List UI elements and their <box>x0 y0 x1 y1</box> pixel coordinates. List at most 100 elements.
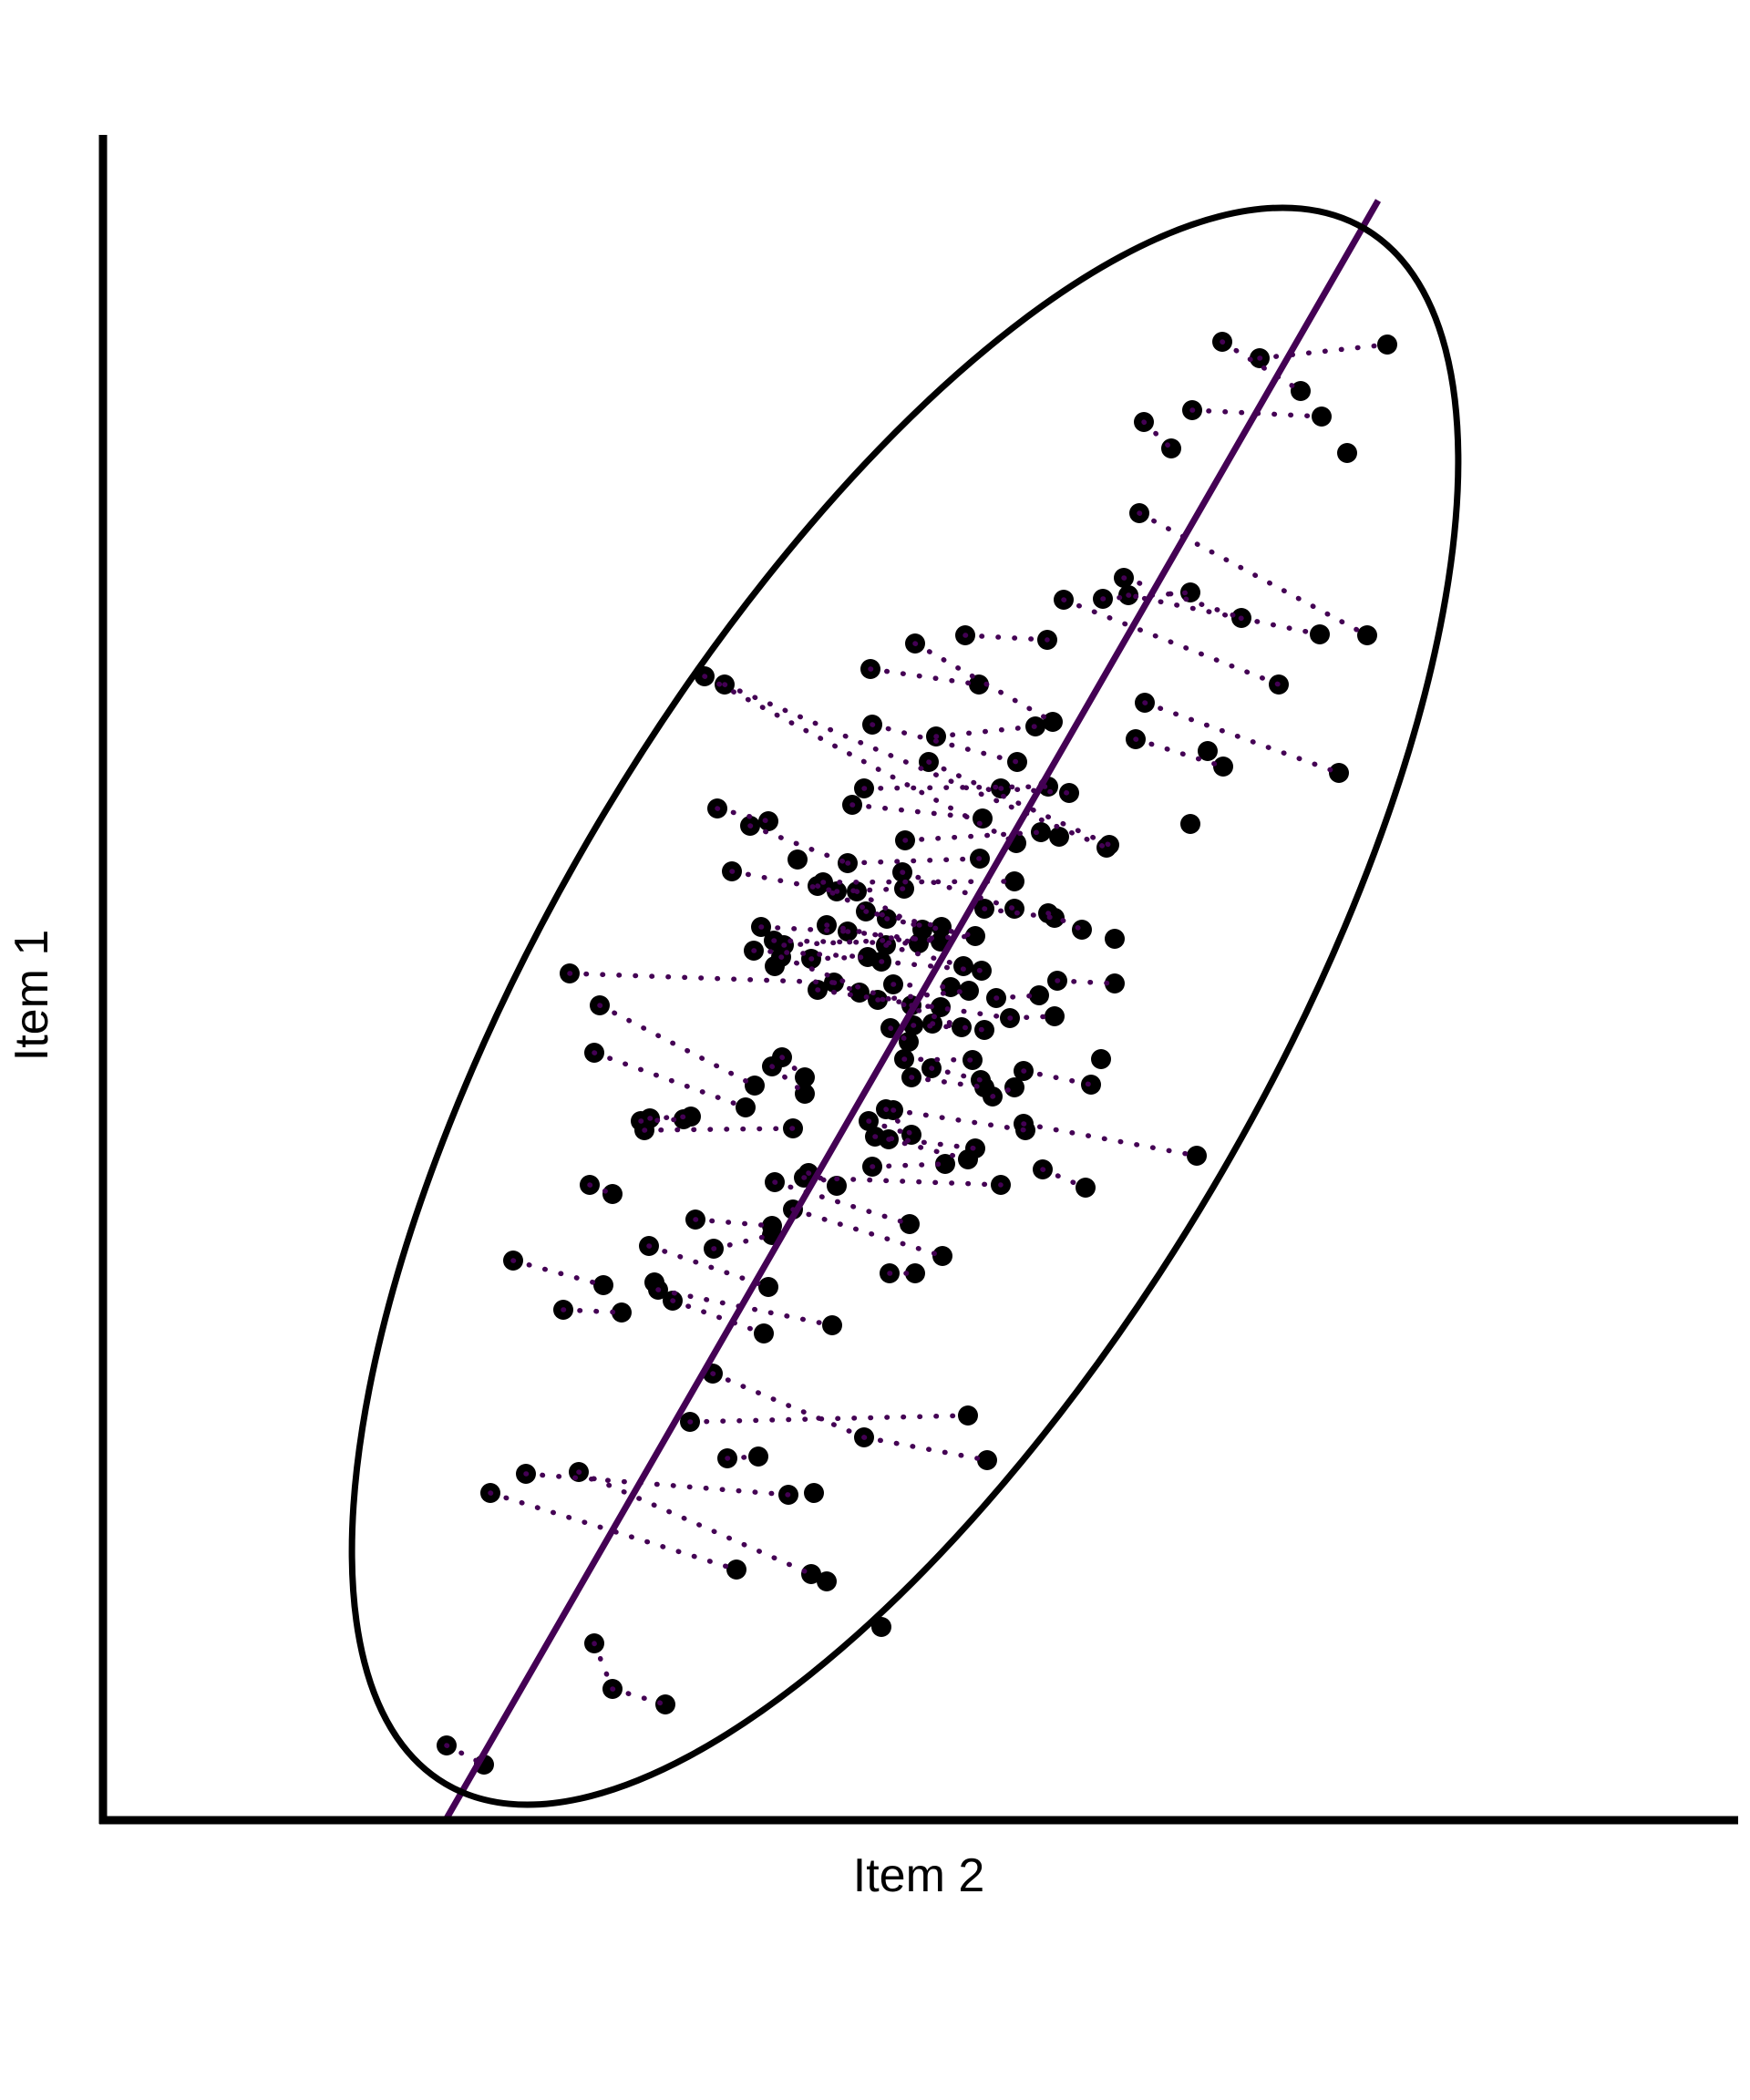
data-point <box>1198 741 1218 761</box>
data-point <box>655 1694 675 1714</box>
pair-connector <box>863 909 944 930</box>
data-point <box>1049 827 1069 847</box>
pair-connector <box>1141 419 1174 451</box>
data-point <box>953 956 973 976</box>
pair-connector <box>561 1307 624 1315</box>
pair-connector <box>845 856 983 866</box>
pair-connector <box>849 802 985 821</box>
pair-connector <box>933 724 1038 739</box>
data-point <box>758 811 778 831</box>
pair-connector <box>781 933 978 948</box>
pair-connector <box>1133 736 1226 769</box>
data-point <box>765 956 785 976</box>
data-point <box>1337 443 1357 463</box>
pair-connector <box>646 1243 771 1290</box>
data-point <box>758 1277 778 1297</box>
data-point <box>822 1315 842 1335</box>
pair-connector <box>747 823 850 866</box>
pair-connector <box>725 1454 761 1461</box>
data-point <box>1291 381 1311 401</box>
data-point <box>871 1617 891 1637</box>
data-point <box>977 1450 997 1470</box>
pair-connector <box>567 971 837 985</box>
data-point <box>935 1154 955 1174</box>
pair-connector <box>875 988 972 1003</box>
pair-connector <box>868 666 982 687</box>
pair-connector <box>900 870 1017 911</box>
data-point <box>1357 625 1377 645</box>
pair-connector <box>1126 592 1323 637</box>
pair-connector <box>845 929 943 944</box>
pair-connector <box>909 1003 943 1010</box>
pair-connector <box>655 1287 835 1328</box>
pair-connector <box>1045 911 1085 932</box>
data-point <box>1187 1146 1207 1166</box>
pair-connector <box>886 1137 971 1162</box>
data-point <box>1004 1077 1024 1097</box>
pair-connector <box>722 682 1109 850</box>
data-point <box>681 1107 701 1127</box>
data-point <box>1329 763 1349 783</box>
pair-connector <box>647 1114 694 1121</box>
pair-connectors-layer <box>444 339 1390 1767</box>
pair-connector <box>861 1435 990 1463</box>
data-point <box>1377 335 1397 355</box>
data-point <box>827 1176 847 1196</box>
axes-layer <box>98 135 1738 1825</box>
overlays-layer <box>348 199 1462 1820</box>
pair-connector <box>993 993 1042 1001</box>
pair-connector <box>758 924 850 934</box>
pair-connector <box>883 942 966 969</box>
pair-connector <box>879 959 984 973</box>
pair-connector <box>870 722 1020 765</box>
pair-connector <box>872 1134 978 1151</box>
data-point <box>1076 1178 1096 1198</box>
pair-connector <box>854 889 925 932</box>
data-point <box>959 981 979 1001</box>
pair-connector <box>638 1117 686 1124</box>
data-point <box>1091 1049 1111 1069</box>
pair-connector <box>890 1107 1028 1133</box>
data-point <box>1004 871 1024 891</box>
pair-connector <box>592 1050 748 1110</box>
data-point <box>1180 814 1200 834</box>
data-point <box>804 1483 824 1503</box>
pair-connector <box>510 1258 606 1288</box>
data-point <box>593 1275 613 1295</box>
pair-connector <box>1142 700 1342 776</box>
y-axis-label: Item 1 <box>5 930 58 1062</box>
data-point <box>958 1405 978 1426</box>
data-point <box>905 1263 925 1283</box>
pair-connector <box>888 1025 911 1045</box>
pair-connector <box>820 879 1017 885</box>
data-point <box>1045 1006 1065 1026</box>
data-point <box>748 1446 768 1467</box>
pair-connector <box>772 1179 912 1227</box>
pair-connector <box>1021 1068 1094 1087</box>
data-point <box>736 1097 756 1117</box>
pair-connector <box>884 916 978 939</box>
pair-connector <box>926 759 1112 848</box>
pair-connector <box>1220 339 1303 394</box>
data-point <box>1043 712 1063 732</box>
pair-connector <box>597 1003 757 1088</box>
data-points-layer <box>437 332 1397 1775</box>
data-point <box>817 1571 837 1591</box>
pair-connector <box>711 1232 775 1251</box>
data-point <box>900 1214 920 1234</box>
data-point <box>1105 973 1125 993</box>
data-point <box>1312 407 1332 427</box>
data-point <box>801 1564 821 1584</box>
data-point <box>1310 624 1330 644</box>
pair-connector <box>1100 590 1193 602</box>
data-point <box>931 997 951 1017</box>
data-point <box>612 1302 632 1323</box>
pair-connector <box>779 1055 808 1080</box>
pair-connector <box>815 883 890 921</box>
pair-connector <box>769 1064 808 1096</box>
pair-connector <box>890 982 953 990</box>
pair-connector <box>801 1175 1004 1188</box>
pair-connector <box>790 1207 945 1259</box>
